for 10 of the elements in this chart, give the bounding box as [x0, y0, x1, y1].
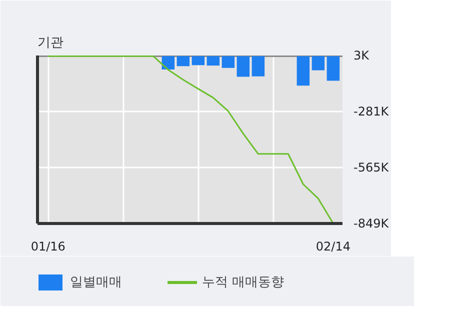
legend-label: 누적 매매동향	[202, 274, 284, 291]
y-tick-label: -565K	[354, 160, 390, 174]
y-tick-label: 3K	[354, 48, 370, 62]
legend-label: 일별매매	[70, 274, 122, 291]
chart-title: 기관	[38, 36, 64, 50]
y-tick-label: -849K	[354, 216, 390, 230]
y-tick-label: -281K	[354, 104, 390, 118]
line-series	[47, 56, 334, 224]
x-tick-label: 01/16	[30, 240, 66, 254]
x-tick-label: 02/14	[316, 240, 350, 254]
